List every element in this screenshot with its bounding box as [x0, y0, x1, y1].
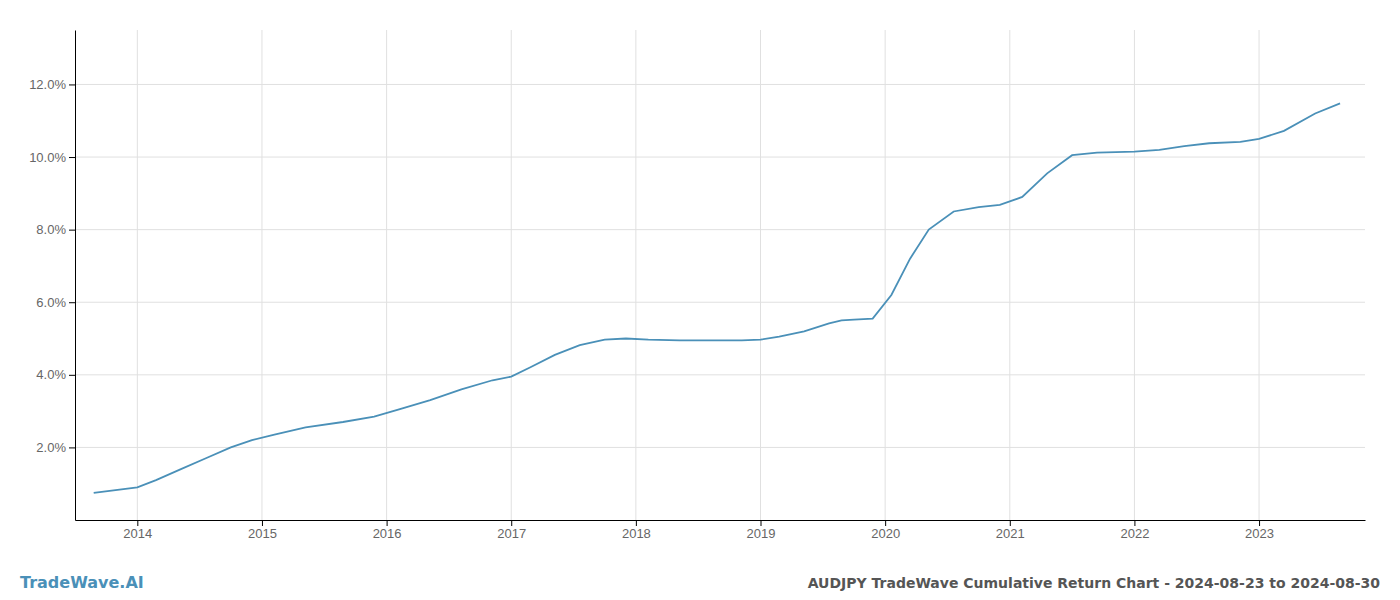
tick-label: 2017: [497, 526, 526, 541]
tick-mark: [69, 230, 75, 231]
tick-label: 2021: [996, 526, 1025, 541]
grid-line: [75, 84, 1365, 85]
grid-line: [885, 30, 886, 520]
tick-mark: [1134, 520, 1135, 526]
tick: 2021: [996, 520, 1025, 541]
tick: 6.0%: [36, 295, 75, 310]
tick-label: 2014: [123, 526, 152, 541]
tick-mark: [137, 520, 138, 526]
grid-line: [75, 447, 1365, 448]
tick-mark: [761, 520, 762, 526]
tick-label: 2019: [747, 526, 776, 541]
tick-label: 12.0%: [29, 77, 66, 92]
grid-line: [137, 30, 138, 520]
tick: 2022: [1120, 520, 1149, 541]
line: [94, 103, 1340, 492]
axis-line: [76, 520, 1366, 521]
tick-label: 2018: [622, 526, 651, 541]
grid-line: [75, 157, 1365, 158]
grid-line: [75, 229, 1365, 230]
tick-label: 2023: [1245, 526, 1274, 541]
grid-line: [1259, 30, 1260, 520]
tick-label: 2.0%: [36, 440, 66, 455]
tick-label: 8.0%: [36, 222, 66, 237]
tick: 2.0%: [36, 440, 75, 455]
tick: 2017: [497, 520, 526, 541]
grid-line: [261, 30, 262, 520]
tick-mark: [262, 520, 263, 526]
axis-line: [75, 31, 76, 521]
tick: 8.0%: [36, 222, 75, 237]
tick-mark: [511, 520, 512, 526]
title: AUDJPY TradeWave Cumulative Return Chart…: [808, 575, 1381, 591]
x-axis: 2014 2015 2016 2017 2018 2019 2020 2021 2022 2023: [76, 520, 1366, 541]
tick: 10.0%: [29, 150, 75, 165]
tick: 12.0%: [29, 77, 75, 92]
tick-mark: [636, 520, 637, 526]
tick-label: 2020: [871, 526, 900, 541]
chart: 2014 2015 2016 2017 2018 2019 2020 2021 2022 2023…: [0, 0, 1400, 600]
plot: 2014 2015 2016 2017 2018 2019 2020 2021 2022 2023…: [29, 30, 1365, 541]
tick: 2015: [248, 520, 277, 541]
tick-label: 2022: [1120, 526, 1149, 541]
tick-mark: [1010, 520, 1011, 526]
tick-label: 4.0%: [36, 367, 66, 382]
grid-line: [635, 30, 636, 520]
tick: 2020: [871, 520, 900, 541]
grid: [75, 30, 1365, 520]
grid-line: [386, 30, 387, 520]
tick-mark: [69, 84, 75, 85]
y-axis: 2.0% 4.0% 6.0% 8.0% 10.0% 12.0%: [29, 31, 75, 521]
tick: 2018: [622, 520, 651, 541]
grid-line: [1134, 30, 1135, 520]
marks: [94, 103, 1340, 492]
tick-mark: [1259, 520, 1260, 526]
tick: 2016: [373, 520, 402, 541]
grid-line: [760, 30, 761, 520]
tick: 2019: [747, 520, 776, 541]
tick: 4.0%: [36, 367, 75, 382]
tick-label: 6.0%: [36, 295, 66, 310]
tick: 2014: [123, 520, 152, 541]
tick-label: 2015: [248, 526, 277, 541]
grid-line: [1009, 30, 1010, 520]
tick-label: 10.0%: [29, 150, 66, 165]
tick-mark: [69, 447, 75, 448]
grid-line: [511, 30, 512, 520]
tick-mark: [885, 520, 886, 526]
tick-mark: [69, 302, 75, 303]
tick-mark: [387, 520, 388, 526]
watermark: TradeWave.AI: [20, 573, 144, 592]
tick-mark: [69, 375, 75, 376]
grid-line: [75, 374, 1365, 375]
tick-label: 2016: [373, 526, 402, 541]
tick: 2023: [1245, 520, 1274, 541]
tick-mark: [69, 157, 75, 158]
grid-line: [75, 302, 1365, 303]
